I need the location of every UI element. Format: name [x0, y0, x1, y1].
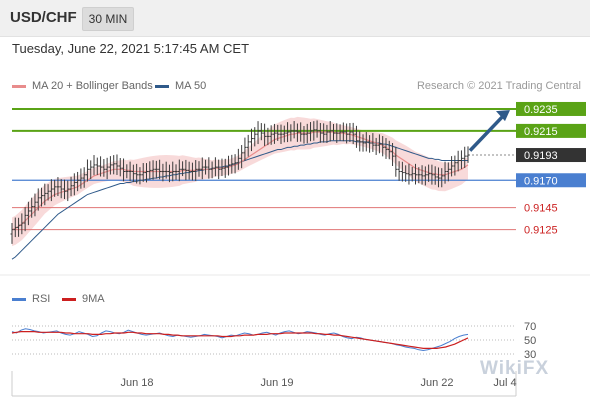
legend-label-9ma: 9MA — [82, 293, 105, 305]
price-tag-0.9125: 0.9125 — [524, 225, 558, 237]
rsi-level-label-70: 70 — [524, 321, 536, 333]
forecast-arrow-shaft — [468, 113, 506, 152]
legend-swatch-9ma — [62, 298, 76, 301]
x-tick-label: Jul 4 — [493, 377, 516, 389]
legend-swatch-rsi — [12, 298, 26, 301]
legend-swatch-ma20 — [12, 85, 26, 88]
price-tag-bg-0.9235 — [516, 101, 586, 116]
rsi-level-label-50: 50 — [524, 335, 536, 347]
credit-text: Research © 2021 Trading Central — [416, 80, 581, 92]
price-tag-bg-0.9193 — [516, 148, 586, 163]
symbol-title: USD/CHF — [10, 9, 77, 26]
price-tag-0.9145: 0.9145 — [524, 203, 558, 215]
candlestick-series — [10, 120, 470, 244]
legend-label-ma20: MA 20 + Bollinger Bands — [32, 80, 153, 92]
price-tag-bg-0.9170 — [516, 173, 586, 188]
x-tick-label: Jun 22 — [420, 377, 453, 389]
top-bar: USD/CHF 30 MIN — [0, 0, 590, 37]
price-tag-0.9170: 0.9170 — [524, 175, 558, 187]
legend-label-rsi: RSI — [32, 293, 51, 305]
price-tag-0.9193: 0.9193 — [524, 150, 558, 162]
legend-swatch-ma50 — [155, 85, 169, 88]
price-tag-0.9235: 0.9235 — [524, 104, 558, 116]
x-tick-label: Jun 18 — [120, 377, 153, 389]
timeframe-button[interactable]: 30 MIN — [82, 7, 134, 31]
watermark-logo: WikiFX — [480, 358, 550, 379]
bollinger-band-area — [12, 116, 468, 247]
price-tag-bg-0.9215 — [516, 123, 586, 138]
forecast-arrow-head — [496, 110, 510, 122]
rsi-9ma-line — [11, 331, 469, 349]
datetime-label: Tuesday, June 22, 2021 5:17:45 AM CET — [12, 41, 250, 56]
rsi-level-label-30: 30 — [524, 349, 536, 361]
price-tag-0.9215: 0.9215 — [524, 126, 558, 138]
legend-label-ma50: MA 50 — [175, 80, 207, 92]
x-tick-label: Jun 19 — [260, 377, 293, 389]
